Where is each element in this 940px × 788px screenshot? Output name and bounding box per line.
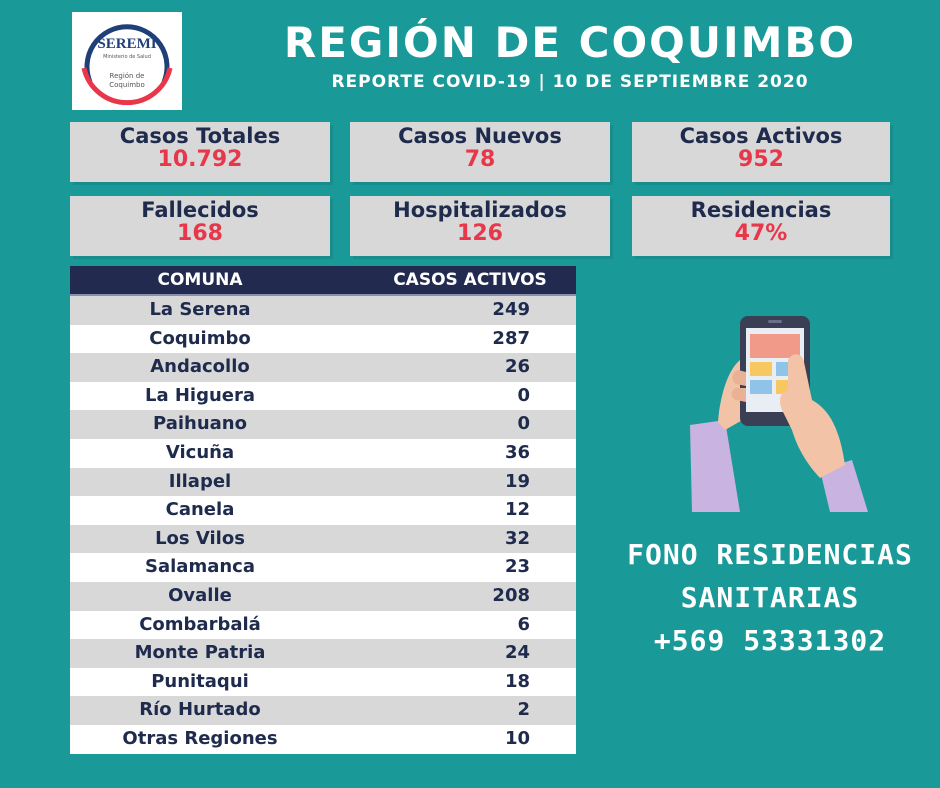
fono-line1: FONO RESIDENCIAS <box>627 538 913 571</box>
table-row: Andacollo 26 <box>70 353 576 382</box>
comuna-cell: Monte Patria <box>134 642 266 664</box>
table-row: Coquimbo 287 <box>70 324 576 354</box>
casos-cell: 12 <box>504 499 530 521</box>
comuna-cell: Salamanca <box>145 556 255 578</box>
table-row: Vicuña 36 <box>70 438 576 468</box>
stat-label: Hospitalizados <box>393 198 567 222</box>
stat-casos-activos: Casos Activos 952 <box>632 122 890 182</box>
casos-cell: 0 <box>517 384 530 406</box>
stat-label: Fallecidos <box>141 198 259 222</box>
casos-cell: 249 <box>492 299 530 320</box>
comuna-cell: Punitaqui <box>151 670 249 692</box>
table-row: Canela 12 <box>70 496 576 525</box>
table-row: La Serena 249 <box>70 296 576 325</box>
fono-phone: +569 53331302 <box>653 624 887 657</box>
table-row: La Higuera 0 <box>70 381 576 411</box>
table-row: Río Hurtado 2 <box>70 696 576 725</box>
casos-cell: 19 <box>504 470 530 492</box>
table-row: Otras Regiones 10 <box>70 724 576 754</box>
table-row: Ovalle 208 <box>70 581 576 611</box>
casos-cell: 24 <box>504 642 530 664</box>
casos-cell: 23 <box>504 556 530 578</box>
stat-value: 47% <box>734 221 788 246</box>
table-header: COMUNA CASOS ACTIVOS <box>70 266 576 296</box>
stat-label: Casos Activos <box>679 124 843 148</box>
page-subtitle: REPORTE COVID-19 | 10 DE SEPTIEMBRE 2020 <box>331 72 809 92</box>
header-casos-activos: CASOS ACTIVOS <box>393 270 547 290</box>
casos-cell: 287 <box>492 327 530 349</box>
logo-region: Región de Coquimbo <box>72 72 182 90</box>
stat-casos-nuevos: Casos Nuevos 78 <box>350 122 610 182</box>
stat-label: Residencias <box>690 198 832 222</box>
table-row: Monte Patria 24 <box>70 639 576 668</box>
seremi-logo: SEREMI Ministerio de Salud Región de Coq… <box>72 12 182 110</box>
table-body: La Serena 249 Coquimbo 287 Andacollo 26 La Hig… <box>70 296 576 754</box>
stat-fallecidos: Fallecidos 168 <box>70 196 330 256</box>
casos-cell: 26 <box>504 356 530 378</box>
table-row: Punitaqui 18 <box>70 667 576 697</box>
comuna-cell: Vicuña <box>165 441 235 463</box>
casos-cell: 0 <box>517 413 530 435</box>
casos-cell: 2 <box>517 699 530 721</box>
comuna-cell: Illapel <box>168 470 232 492</box>
header-comuna: COMUNA <box>157 270 243 290</box>
comuna-cell: La Serena <box>149 299 251 320</box>
hands-holding-phone-icon <box>690 316 868 512</box>
stat-value: 126 <box>457 221 503 246</box>
stat-casos-totales: Casos Totales 10.792 <box>70 122 330 182</box>
logo-arc-icon <box>81 24 173 106</box>
casos-cell: 6 <box>517 613 530 635</box>
fono-line2: SANITARIAS <box>680 581 860 614</box>
stat-label: Casos Nuevos <box>398 124 562 148</box>
comuna-cell: Andacollo <box>150 356 250 378</box>
casos-cell: 10 <box>504 727 530 749</box>
comuna-cell: Coquimbo <box>149 327 251 349</box>
comuna-cell: Otras Regiones <box>122 727 278 749</box>
casos-cell: 36 <box>504 441 530 463</box>
stat-value: 952 <box>738 147 784 172</box>
stat-hospitalizados: Hospitalizados 126 <box>350 196 610 256</box>
stat-label: Casos Totales <box>119 124 281 148</box>
table-row: Paihuano 0 <box>70 410 576 439</box>
table-row: Salamanca 23 <box>70 553 576 582</box>
comuna-cell: Combarbalá <box>139 613 261 635</box>
logo-region-line1: Región de <box>109 72 145 80</box>
stat-value: 78 <box>464 147 496 172</box>
comuna-table: COMUNA CASOS ACTIVOS La Serena 249 Coquimb… <box>70 266 576 754</box>
stat-value: 168 <box>177 221 223 246</box>
comuna-cell: Ovalle <box>168 584 232 606</box>
page-title: REGIÓN DE COQUIMBO <box>283 18 857 67</box>
table-row: Los Vilos 32 <box>70 524 576 554</box>
stat-value: 10.792 <box>157 147 243 172</box>
casos-cell: 18 <box>504 670 530 692</box>
logo-ministry: Ministerio de Salud <box>103 54 151 60</box>
comuna-cell: Paihuano <box>153 413 247 435</box>
table-row: Combarbalá 6 <box>70 610 576 640</box>
stat-residencias: Residencias 47% <box>632 196 890 256</box>
comuna-cell: La Higuera <box>144 384 256 406</box>
comuna-cell: Canela <box>165 499 235 521</box>
logo-region-line2: Coquimbo <box>109 81 145 89</box>
casos-cell: 32 <box>504 527 530 549</box>
comuna-cell: Río Hurtado <box>139 699 261 721</box>
casos-cell: 208 <box>492 584 530 606</box>
table-row: Illapel 19 <box>70 467 576 497</box>
comuna-cell: Los Vilos <box>155 527 245 549</box>
logo-name: SEREMI <box>97 36 157 52</box>
